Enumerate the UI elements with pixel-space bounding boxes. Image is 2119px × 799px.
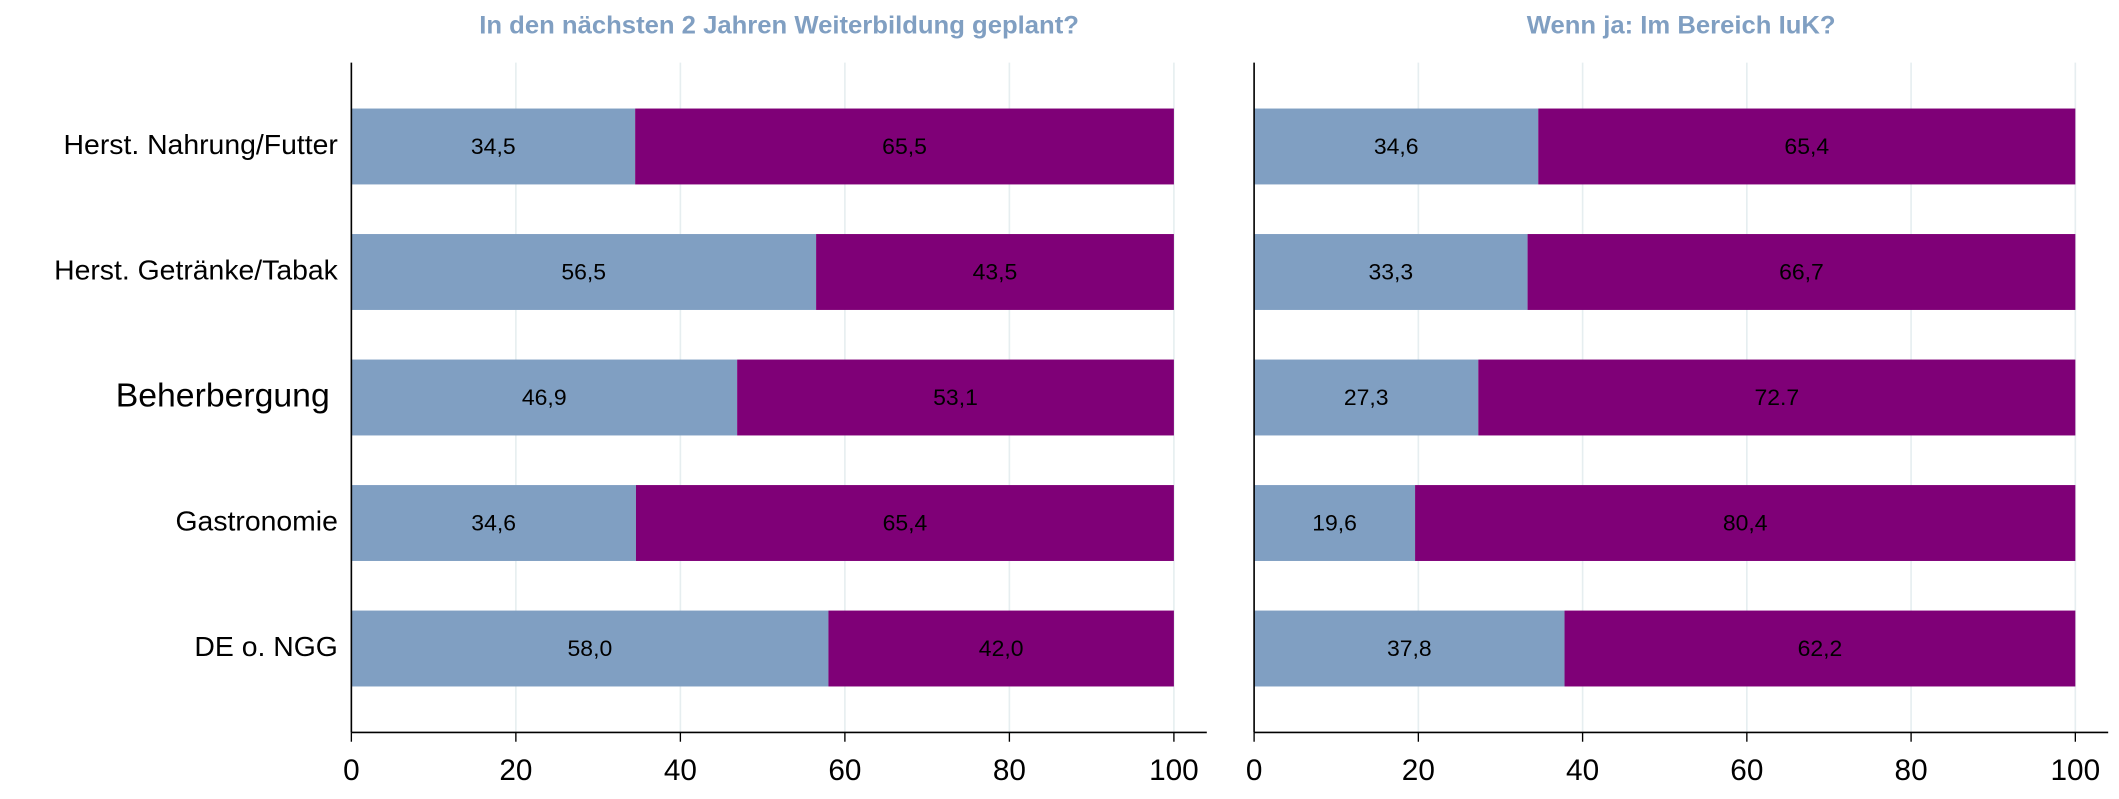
x-tick-label: 40 [1566, 754, 1599, 787]
x-tick-label: 100 [2051, 754, 2101, 787]
bar-segment [1538, 108, 2076, 185]
x-tick-label: 0 [1246, 754, 1263, 787]
bar-segment [635, 485, 1174, 561]
value-label: 53,1 [933, 384, 978, 410]
bar-segment [1254, 359, 1479, 436]
value-label: 37,8 [1387, 635, 1432, 661]
value-label: 66,7 [1779, 258, 1824, 284]
bar-segment [828, 610, 1174, 687]
x-tick-label: 80 [1895, 754, 1928, 787]
bar-segment [1527, 234, 2076, 310]
bar-segment [1564, 610, 2076, 687]
bar-segment [351, 610, 829, 687]
bar-segment [1254, 108, 1539, 185]
value-label: 65,5 [882, 133, 927, 159]
value-label: 34,6 [1374, 133, 1419, 159]
y-tick-label: Beherbergung [116, 378, 330, 415]
value-label: 65,4 [883, 509, 928, 535]
x-tick-label: 40 [664, 754, 697, 787]
bar-segment [1478, 359, 2076, 436]
bar-segment [635, 108, 1174, 185]
value-label: 33,3 [1368, 258, 1413, 284]
bar-segment [1254, 234, 1528, 310]
x-tick-label: 60 [828, 754, 861, 787]
bar-segment [351, 359, 738, 436]
value-label: 72.7 [1754, 384, 1799, 410]
value-label: 42,0 [979, 635, 1024, 661]
value-label: 65,4 [1784, 133, 1829, 159]
y-tick-label: Herst. Getränke/Tabak [54, 254, 339, 286]
value-label: 27,3 [1344, 384, 1389, 410]
y-tick-label: DE o. NGG [194, 630, 337, 662]
x-tick-label: 100 [1149, 754, 1199, 787]
value-label: 19,6 [1312, 509, 1357, 535]
chart-title: Wenn ja: Im Bereich IuK? [1527, 11, 1836, 39]
value-label: 46,9 [522, 384, 567, 410]
value-label: 34,5 [471, 133, 516, 159]
bar-segment [1254, 610, 1565, 687]
value-label: 58,0 [568, 635, 613, 661]
y-tick-label: Herst. Nahrung/Futter [64, 128, 338, 160]
bar-segment [737, 359, 1174, 436]
value-label: 80,4 [1723, 509, 1768, 535]
x-tick-label: 60 [1730, 754, 1763, 787]
bar-segment [351, 485, 636, 561]
bar-segment [1254, 485, 1416, 561]
bar-segment [816, 234, 1174, 310]
x-tick-label: 0 [343, 754, 360, 787]
value-label: 62,2 [1798, 635, 1843, 661]
value-label: 34,6 [471, 509, 516, 535]
chart-title: In den nächsten 2 Jahren Weiterbildung g… [479, 11, 1079, 39]
bar-segment [1415, 485, 2076, 561]
bar-segment [351, 234, 817, 310]
value-label: 43,5 [973, 258, 1018, 284]
x-tick-label: 80 [993, 754, 1026, 787]
value-label: 56,5 [561, 258, 606, 284]
y-tick-label: Gastronomie [175, 505, 337, 537]
x-tick-label: 20 [1402, 754, 1435, 787]
x-tick-label: 20 [499, 754, 532, 787]
bar-segment [351, 108, 636, 185]
